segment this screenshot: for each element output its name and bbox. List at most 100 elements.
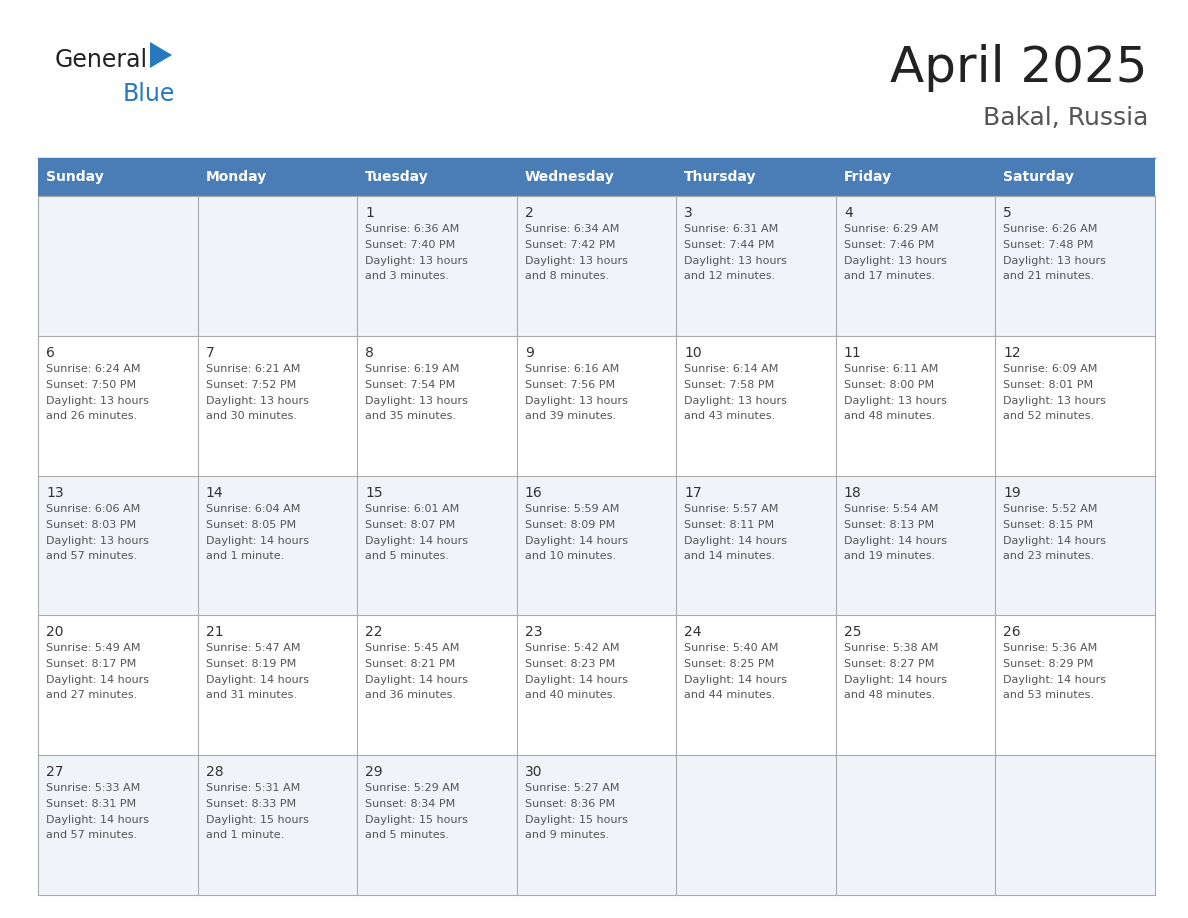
Text: Sunrise: 5:52 AM: Sunrise: 5:52 AM	[1004, 504, 1098, 513]
Text: 12: 12	[1004, 346, 1020, 360]
Text: Sunset: 8:25 PM: Sunset: 8:25 PM	[684, 659, 775, 669]
Text: 24: 24	[684, 625, 702, 640]
Text: Wednesday: Wednesday	[525, 170, 614, 184]
Text: and 5 minutes.: and 5 minutes.	[365, 830, 449, 840]
Text: Daylight: 14 hours: Daylight: 14 hours	[46, 815, 148, 825]
Bar	[38, 336, 197, 476]
Bar	[358, 615, 517, 756]
Text: and 5 minutes.: and 5 minutes.	[365, 551, 449, 561]
Text: Daylight: 13 hours: Daylight: 13 hours	[46, 396, 148, 406]
Text: Sunrise: 5:27 AM: Sunrise: 5:27 AM	[525, 783, 619, 793]
Text: Sunset: 7:44 PM: Sunset: 7:44 PM	[684, 240, 775, 250]
Bar	[197, 196, 358, 336]
Text: and 17 minutes.: and 17 minutes.	[843, 271, 935, 281]
Text: Daylight: 14 hours: Daylight: 14 hours	[1004, 676, 1106, 686]
Text: Sunset: 8:09 PM: Sunset: 8:09 PM	[525, 520, 615, 530]
Text: Daylight: 13 hours: Daylight: 13 hours	[1004, 396, 1106, 406]
Text: 15: 15	[365, 486, 383, 499]
Text: Sunrise: 6:26 AM: Sunrise: 6:26 AM	[1004, 224, 1098, 234]
Bar	[676, 196, 836, 336]
Text: Sunset: 8:11 PM: Sunset: 8:11 PM	[684, 520, 775, 530]
Text: and 53 minutes.: and 53 minutes.	[1004, 690, 1094, 700]
Text: and 21 minutes.: and 21 minutes.	[1004, 271, 1094, 281]
Text: Sunset: 8:19 PM: Sunset: 8:19 PM	[206, 659, 296, 669]
Text: Sunrise: 6:09 AM: Sunrise: 6:09 AM	[1004, 364, 1098, 374]
Bar	[517, 196, 676, 336]
Text: Sunset: 7:56 PM: Sunset: 7:56 PM	[525, 380, 615, 390]
Text: Sunrise: 5:45 AM: Sunrise: 5:45 AM	[365, 644, 460, 654]
Text: General: General	[55, 48, 148, 72]
Text: and 3 minutes.: and 3 minutes.	[365, 271, 449, 281]
Text: and 57 minutes.: and 57 minutes.	[46, 830, 137, 840]
Text: and 1 minute.: and 1 minute.	[206, 551, 284, 561]
Text: and 35 minutes.: and 35 minutes.	[365, 410, 456, 420]
Text: and 48 minutes.: and 48 minutes.	[843, 410, 935, 420]
Bar	[197, 756, 358, 895]
Text: Sunrise: 6:36 AM: Sunrise: 6:36 AM	[365, 224, 460, 234]
Text: April 2025: April 2025	[891, 44, 1148, 92]
Text: Sunset: 8:29 PM: Sunset: 8:29 PM	[1004, 659, 1094, 669]
Text: 19: 19	[1004, 486, 1022, 499]
Text: 10: 10	[684, 346, 702, 360]
Text: 22: 22	[365, 625, 383, 640]
Bar	[197, 336, 358, 476]
Text: Daylight: 13 hours: Daylight: 13 hours	[1004, 256, 1106, 266]
Text: 20: 20	[46, 625, 63, 640]
Text: 4: 4	[843, 206, 853, 220]
Text: and 57 minutes.: and 57 minutes.	[46, 551, 137, 561]
Text: and 48 minutes.: and 48 minutes.	[843, 690, 935, 700]
Text: and 31 minutes.: and 31 minutes.	[206, 690, 297, 700]
Text: Sunrise: 5:42 AM: Sunrise: 5:42 AM	[525, 644, 619, 654]
Text: Sunrise: 6:21 AM: Sunrise: 6:21 AM	[206, 364, 299, 374]
Text: Sunrise: 5:36 AM: Sunrise: 5:36 AM	[1004, 644, 1098, 654]
Bar	[836, 196, 996, 336]
Bar	[38, 756, 197, 895]
Text: Sunrise: 6:01 AM: Sunrise: 6:01 AM	[365, 504, 460, 513]
Text: Sunset: 8:01 PM: Sunset: 8:01 PM	[1004, 380, 1093, 390]
Bar	[676, 615, 836, 756]
Text: Daylight: 13 hours: Daylight: 13 hours	[206, 396, 309, 406]
Bar	[676, 336, 836, 476]
Text: Sunrise: 6:24 AM: Sunrise: 6:24 AM	[46, 364, 140, 374]
Bar	[836, 158, 996, 196]
Text: 5: 5	[1004, 206, 1012, 220]
Text: Sunset: 7:46 PM: Sunset: 7:46 PM	[843, 240, 934, 250]
Text: Daylight: 13 hours: Daylight: 13 hours	[525, 256, 627, 266]
Bar	[38, 196, 197, 336]
Text: Monday: Monday	[206, 170, 267, 184]
Text: Daylight: 14 hours: Daylight: 14 hours	[206, 535, 309, 545]
Text: Daylight: 14 hours: Daylight: 14 hours	[206, 676, 309, 686]
Text: and 27 minutes.: and 27 minutes.	[46, 690, 138, 700]
Text: Sunrise: 6:19 AM: Sunrise: 6:19 AM	[365, 364, 460, 374]
Text: Daylight: 14 hours: Daylight: 14 hours	[46, 676, 148, 686]
Text: Daylight: 14 hours: Daylight: 14 hours	[843, 535, 947, 545]
Text: Sunset: 7:54 PM: Sunset: 7:54 PM	[365, 380, 455, 390]
Text: Sunset: 8:13 PM: Sunset: 8:13 PM	[843, 520, 934, 530]
Text: Thursday: Thursday	[684, 170, 757, 184]
Text: 21: 21	[206, 625, 223, 640]
Text: and 1 minute.: and 1 minute.	[206, 830, 284, 840]
Text: Daylight: 13 hours: Daylight: 13 hours	[525, 396, 627, 406]
Text: Sunset: 8:33 PM: Sunset: 8:33 PM	[206, 800, 296, 809]
Text: and 26 minutes.: and 26 minutes.	[46, 410, 137, 420]
Text: Daylight: 13 hours: Daylight: 13 hours	[684, 256, 788, 266]
Text: Daylight: 13 hours: Daylight: 13 hours	[843, 256, 947, 266]
Text: Daylight: 14 hours: Daylight: 14 hours	[684, 676, 788, 686]
Text: Sunset: 8:23 PM: Sunset: 8:23 PM	[525, 659, 615, 669]
Bar	[358, 196, 517, 336]
Text: Daylight: 13 hours: Daylight: 13 hours	[843, 396, 947, 406]
Text: 13: 13	[46, 486, 64, 499]
Text: and 10 minutes.: and 10 minutes.	[525, 551, 615, 561]
Text: Daylight: 13 hours: Daylight: 13 hours	[46, 535, 148, 545]
Bar	[996, 158, 1155, 196]
Bar	[996, 756, 1155, 895]
Text: Sunrise: 5:59 AM: Sunrise: 5:59 AM	[525, 504, 619, 513]
Text: Sunrise: 5:38 AM: Sunrise: 5:38 AM	[843, 644, 939, 654]
Text: 30: 30	[525, 766, 542, 779]
Text: 2: 2	[525, 206, 533, 220]
Text: Sunset: 8:07 PM: Sunset: 8:07 PM	[365, 520, 455, 530]
Bar	[358, 336, 517, 476]
Text: Daylight: 13 hours: Daylight: 13 hours	[365, 256, 468, 266]
Text: Sunset: 7:50 PM: Sunset: 7:50 PM	[46, 380, 137, 390]
Text: and 23 minutes.: and 23 minutes.	[1004, 551, 1094, 561]
